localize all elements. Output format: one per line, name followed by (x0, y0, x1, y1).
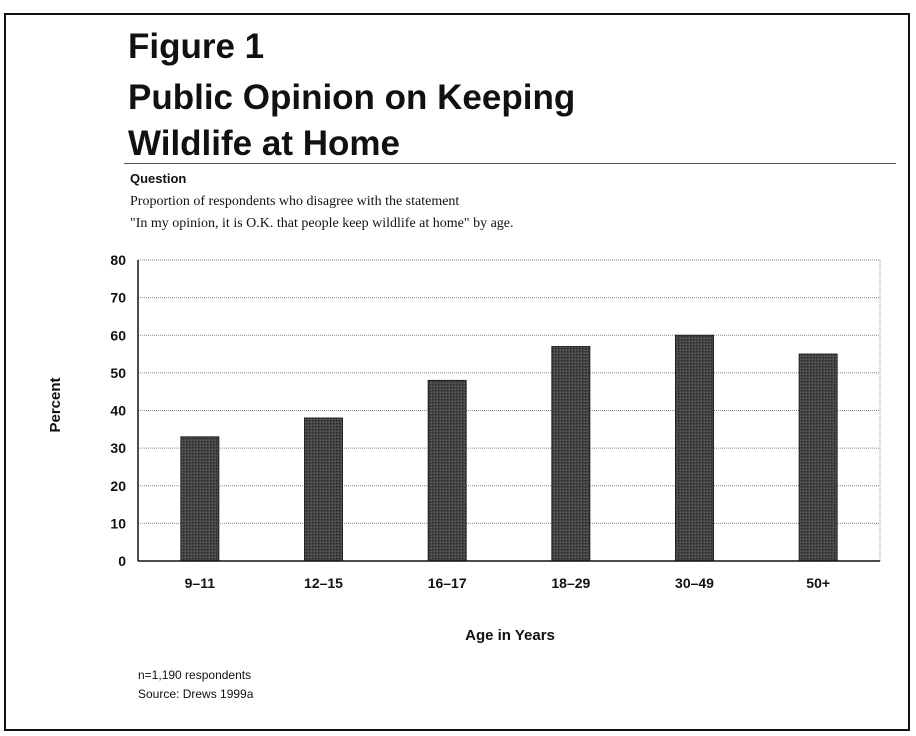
y-tick-label: 20 (110, 478, 126, 494)
question-text-line-2: "In my opinion, it is O.K. that people k… (130, 216, 514, 231)
question-text-line-1: Proportion of respondents who disagree w… (130, 194, 460, 209)
y-tick-label: 0 (118, 553, 126, 569)
gridlines (138, 259, 881, 561)
figure-title-line-3: Wildlife at Home (128, 124, 400, 163)
bar-3 (551, 346, 591, 562)
y-axis-label: Percent (47, 377, 64, 432)
y-tick-label: 80 (110, 252, 126, 268)
bar-1 (304, 417, 343, 562)
figure-title-line-2: Public Opinion on Keeping (128, 78, 576, 117)
source-note: Source: Drews 1999a (138, 687, 254, 701)
x-tick-labels: 9–11 12–15 16–17 18–29 30–49 50+ (185, 575, 830, 591)
x-tick-label: 12–15 (304, 575, 343, 591)
x-axis-label: Age in Years (465, 627, 555, 644)
figure-frame (4, 13, 910, 731)
y-tick-label: 60 (110, 327, 126, 343)
sample-size-note: n=1,190 respondents (138, 668, 252, 682)
bar-5 (798, 353, 838, 562)
y-tick-label: 30 (110, 440, 126, 456)
x-tick-label: 30–49 (675, 575, 714, 591)
y-tick-label: 70 (110, 290, 126, 306)
bar-2 (427, 379, 467, 562)
title-divider (124, 163, 896, 164)
y-tick-label: 40 (110, 403, 126, 419)
x-tick-label: 18–29 (551, 575, 590, 591)
bar-4 (675, 334, 714, 562)
x-tick-label: 50+ (806, 575, 830, 591)
x-tick-label: 16–17 (428, 575, 467, 591)
y-tick-label: 50 (110, 365, 126, 381)
figure-title-line-1: Figure 1 (128, 27, 265, 66)
bar-0 (180, 436, 220, 562)
y-tick-label: 10 (110, 515, 126, 531)
y-tick-labels: 0 10 20 30 40 50 60 70 80 (110, 252, 126, 569)
question-label: Question (130, 171, 187, 186)
bars (180, 334, 838, 562)
x-tick-label: 9–11 (185, 575, 216, 591)
axes (137, 260, 880, 562)
